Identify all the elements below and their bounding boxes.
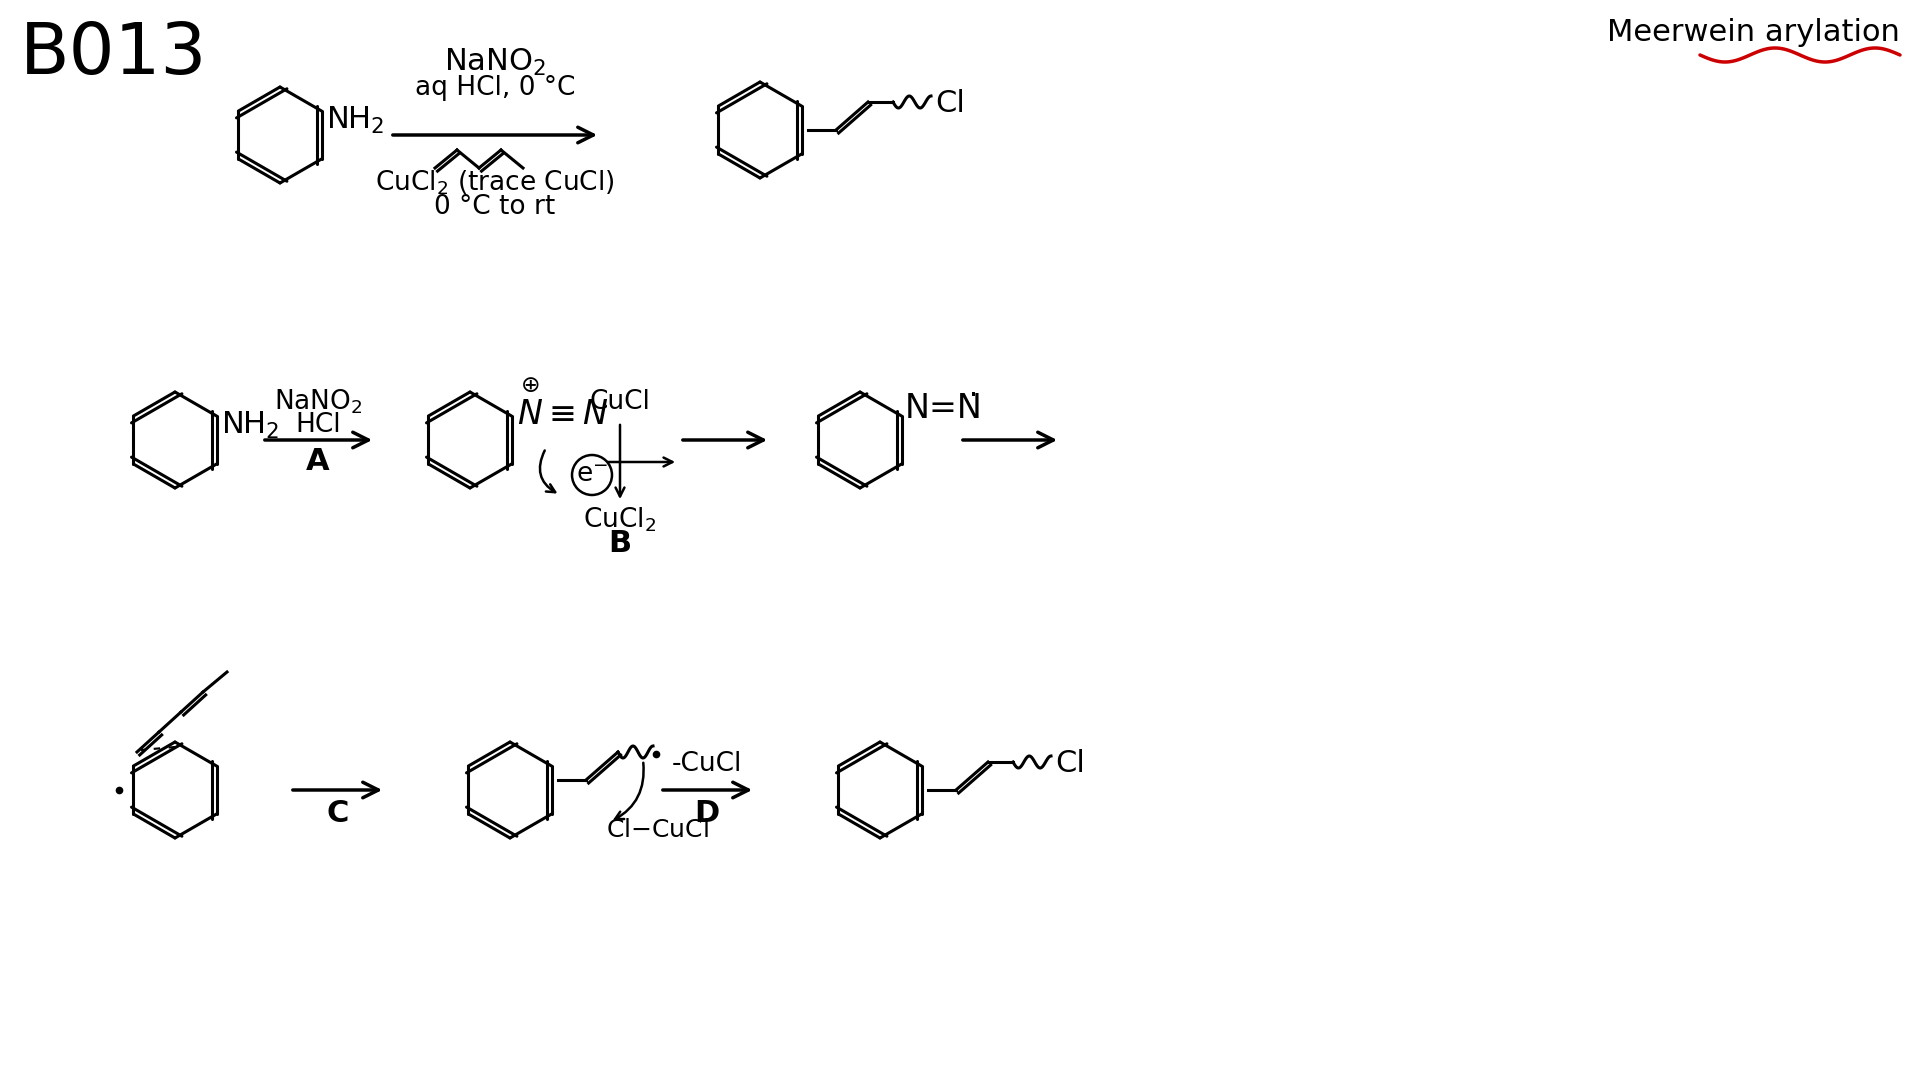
- Text: e$^{−}$: e$^{−}$: [576, 462, 609, 488]
- Text: CuCl: CuCl: [589, 389, 651, 415]
- Text: $\mathbf{C}$: $\mathbf{C}$: [326, 799, 348, 828]
- Text: $\mathbf{B}$: $\mathbf{B}$: [609, 528, 632, 557]
- Text: B013: B013: [19, 21, 207, 89]
- Text: Cl: Cl: [935, 90, 966, 119]
- Text: NH$_2$: NH$_2$: [221, 410, 280, 441]
- Text: 0 °C to rt: 0 °C to rt: [434, 194, 555, 220]
- Text: CuCl$_2$: CuCl$_2$: [584, 505, 657, 535]
- Text: $\mathbf{D}$: $\mathbf{D}$: [695, 799, 720, 828]
- Text: $\overset{\oplus}{N}{\equiv}N$: $\overset{\oplus}{N}{\equiv}N$: [516, 380, 609, 432]
- Text: aq HCl, 0 °C: aq HCl, 0 °C: [415, 75, 576, 102]
- Text: -CuCl: -CuCl: [672, 751, 743, 777]
- Text: $\mathbf{A}$: $\mathbf{A}$: [305, 447, 330, 476]
- Text: NH$_2$: NH$_2$: [326, 105, 384, 136]
- Text: CuCl$_2$ (trace CuCl): CuCl$_2$ (trace CuCl): [374, 168, 614, 198]
- Text: Cl$-$CuCl: Cl$-$CuCl: [607, 818, 708, 842]
- Text: HCl: HCl: [296, 411, 342, 438]
- Text: N=Ṅ: N=Ṅ: [904, 391, 983, 424]
- Text: Meerwein arylation: Meerwein arylation: [1607, 18, 1901, 48]
- Text: Cl: Cl: [1054, 750, 1085, 779]
- Text: NaNO$_2$: NaNO$_2$: [444, 46, 545, 78]
- Text: NaNO$_2$: NaNO$_2$: [275, 388, 363, 416]
